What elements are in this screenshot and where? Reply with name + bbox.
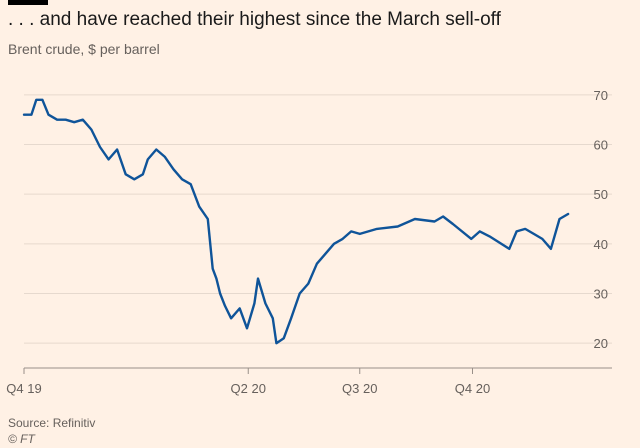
chart-subtitle: Brent crude, $ per barrel (8, 41, 160, 57)
ft-credit: © FT (8, 432, 35, 446)
x-tick-label: Q3 20 (342, 381, 377, 396)
x-axis-ticks: Q4 19 Q2 20 Q3 20 Q4 20 (6, 368, 490, 396)
source-note: Source: Refinitiv (8, 416, 96, 430)
ft-accent-bar (8, 0, 48, 5)
x-tick-label: Q2 20 (231, 381, 266, 396)
y-tick-label: 30 (594, 287, 608, 302)
y-tick-label: 50 (594, 187, 608, 202)
y-tick-label: 60 (594, 138, 608, 153)
y-tick-label: 70 (594, 88, 608, 103)
y-tick-label: 20 (594, 336, 608, 351)
grid-lines (24, 94, 612, 369)
y-axis-ticks: 20 30 40 50 60 70 (594, 88, 608, 351)
x-tick-label: Q4 19 (6, 381, 41, 396)
x-tick-label: Q4 20 (455, 381, 490, 396)
y-tick-label: 40 (594, 237, 608, 252)
series-layer (22, 98, 570, 345)
chart-title: . . . and have reached their highest sin… (8, 9, 501, 30)
series-line-brent (22, 98, 570, 345)
